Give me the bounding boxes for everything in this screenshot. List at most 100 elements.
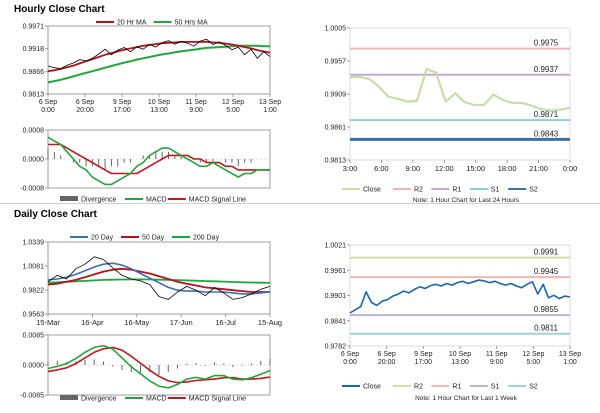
level-label-s1: 0.9855 xyxy=(534,305,559,314)
level-label-r2: 0.9975 xyxy=(534,39,559,48)
y-axis-label: -0.0008 xyxy=(20,186,44,193)
legend-label: MACD Signal Line xyxy=(189,197,246,204)
y-axis-label: 0.9901 xyxy=(325,293,347,300)
x-axis-label: 17-Jun xyxy=(170,318,193,327)
legend-label: S1 xyxy=(491,384,500,391)
legend-label: Close xyxy=(363,187,381,194)
y-axis-label: 0.0000 xyxy=(23,157,45,164)
x-axis-label: 9 Sep xyxy=(113,99,131,106)
x-axis-label: 15-Aug xyxy=(258,318,282,327)
series-50hr-ma xyxy=(47,44,270,84)
x-axis-label: 10 Sep xyxy=(148,99,170,106)
x-axis-label: 3:00 xyxy=(343,164,358,173)
legend-label: S2 xyxy=(529,384,538,391)
x-axis-label: 16-Apr xyxy=(81,318,104,327)
x-axis-label: 6 Sep xyxy=(76,99,94,106)
level-label-s2: 0.9843 xyxy=(534,129,559,138)
x-axis-label: 0:00 xyxy=(41,107,55,114)
series-macd-signal xyxy=(48,143,270,175)
legend-label: 20 Day xyxy=(91,235,114,242)
x-axis-label: 17:00 xyxy=(415,359,433,366)
y-axis-label: 0.0000 xyxy=(23,363,45,370)
y-axis-label: 1.0021 xyxy=(325,243,347,250)
y-axis-label: 0.9961 xyxy=(325,268,347,275)
x-axis-label: 0:00 xyxy=(343,359,357,366)
level-label-s2: 0.9811 xyxy=(534,324,558,333)
legend-label: R1 xyxy=(452,384,461,391)
y-axis-label: 0.0008 xyxy=(23,128,45,135)
y-axis-label: 0.9909 xyxy=(325,92,347,99)
legend-label: MACD xyxy=(146,197,167,204)
x-axis-label: 5:00 xyxy=(527,359,541,366)
legend-label: Close xyxy=(363,384,381,391)
y-axis-label: 0.9866 xyxy=(23,69,45,76)
y-axis-label: 0.9918 xyxy=(23,46,45,53)
level-label-r1: 0.9945 xyxy=(534,267,559,276)
legend-label: MACD xyxy=(146,396,167,403)
series-20day xyxy=(47,262,271,295)
legend-label: S2 xyxy=(529,187,538,194)
y-axis-label: 0.9813 xyxy=(325,158,347,165)
x-axis-label: 20:00 xyxy=(76,107,94,114)
x-axis-label: 15:00 xyxy=(466,164,485,173)
x-axis-label: 9:00 xyxy=(189,107,203,114)
x-axis-label: 6 Sep xyxy=(341,351,359,358)
series-macd xyxy=(47,136,270,186)
series-close xyxy=(47,38,271,69)
y-axis-label: -0.0085 xyxy=(20,393,44,400)
series-200day xyxy=(47,278,271,284)
x-axis-label: 21:00 xyxy=(529,164,548,173)
legend-label: MACD Signal Line xyxy=(189,396,246,403)
plot-frame xyxy=(47,241,271,315)
x-axis-label: 15-Mar xyxy=(36,318,60,327)
y-axis-label: 0.9861 xyxy=(325,125,347,132)
chart-note: Note: 1 Hour Chart for Last 1 Week xyxy=(415,395,518,402)
legend-label: R1 xyxy=(452,187,461,194)
y-axis-label: 1.0081 xyxy=(23,264,45,271)
x-axis-label: 13:00 xyxy=(451,359,469,366)
level-label-r2: 0.9991 xyxy=(534,248,559,257)
x-axis-label: 13 Sep xyxy=(259,99,281,106)
legend-swatch xyxy=(60,395,78,400)
legend-label: 50 Day xyxy=(142,235,165,242)
x-axis-label: 10 Sep xyxy=(449,351,471,358)
x-axis-label: 9 Sep xyxy=(414,351,432,358)
legend-swatch xyxy=(60,196,78,201)
y-axis-label: 0.9822 xyxy=(23,288,45,295)
series-50day xyxy=(47,267,270,293)
series-macd xyxy=(47,344,271,389)
x-axis-label: 1:00 xyxy=(563,359,577,366)
hourly-macd-chart: 0.0008 0.0000 -0.0008 Divergence MACD MACD Si… xyxy=(20,128,271,204)
x-axis-label: 11 Sep xyxy=(185,99,207,106)
y-axis-label: 1.0339 xyxy=(23,240,45,247)
x-axis-label: 9:00 xyxy=(490,359,504,366)
x-axis-label: 9:00 xyxy=(406,164,421,173)
y-axis-label: 0.9841 xyxy=(325,318,347,325)
x-axis-label: 6:00 xyxy=(374,164,389,173)
level-label-s1: 0.9871 xyxy=(534,110,559,119)
series-close xyxy=(349,279,571,314)
x-axis-label: 6 Sep xyxy=(378,351,396,358)
chart-note: Note: 1 Hour Chart for Last 24 Hours xyxy=(413,197,520,204)
series-close xyxy=(47,256,271,300)
daily-section-title: Daily Close Chart xyxy=(14,209,97,220)
legend-label: Divergence xyxy=(81,396,117,403)
y-axis-label: 1.0005 xyxy=(325,26,347,33)
x-axis-label: 13:00 xyxy=(150,107,168,114)
daily-macd-chart: 0.0085 0.0000 -0.0085 Divergence MACD MACD Si… xyxy=(20,333,271,403)
legend-label: Divergence xyxy=(81,197,117,204)
y-axis-label: 0.9971 xyxy=(23,24,45,31)
x-axis-label: 5:00 xyxy=(226,107,240,114)
x-axis-label: 12 Sep xyxy=(522,351,544,358)
x-axis-label: 1:00 xyxy=(263,107,277,114)
x-axis-label: 16-May xyxy=(124,318,149,327)
x-axis-label: 16-Jul xyxy=(215,318,236,327)
y-axis-label: 0.9813 xyxy=(23,92,45,99)
x-axis-label: 13 Sep xyxy=(559,351,581,358)
x-axis-label: 11 Sep xyxy=(486,351,508,358)
series-macd-signal xyxy=(47,346,271,384)
legend-label: 20 Hr MA xyxy=(117,20,147,27)
